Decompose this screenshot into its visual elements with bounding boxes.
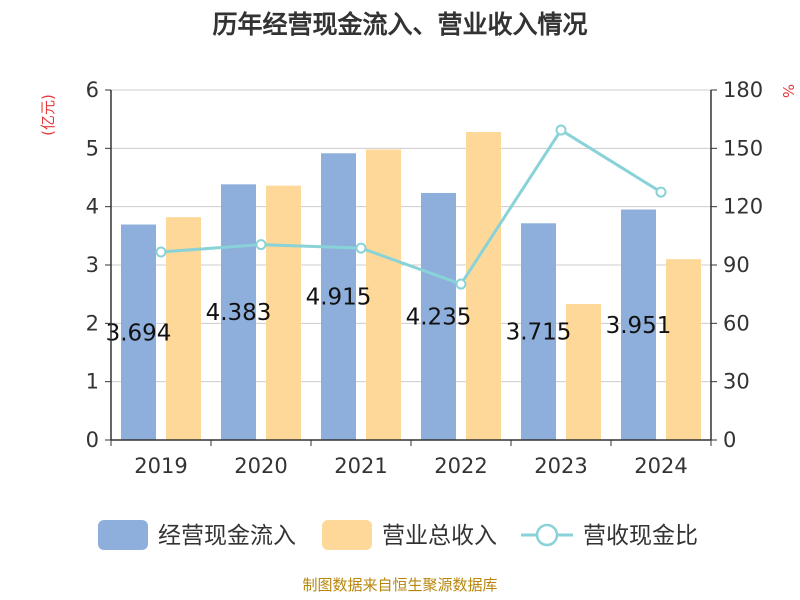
bar-revenue xyxy=(266,185,301,440)
y-right-tick-label: 120 xyxy=(723,195,763,219)
x-tick-label: 2024 xyxy=(634,454,687,478)
legend-label-ratio: 营收现金比 xyxy=(583,523,698,549)
ratio-point xyxy=(455,278,467,290)
legend-swatch-revenue xyxy=(322,520,372,550)
data-label-cash-inflow: 3.715 xyxy=(506,320,572,346)
data-label-cash-inflow: 4.915 xyxy=(306,285,372,311)
chart-title: 历年经营现金流入、营业收入情况 xyxy=(212,10,587,39)
ratio-point xyxy=(655,186,667,198)
bar-revenue xyxy=(366,149,401,440)
x-tick-label: 2022 xyxy=(434,454,487,478)
y-left-tick-label: 2 xyxy=(86,311,99,335)
ratio-point xyxy=(255,239,267,251)
y-left-tick-label: 4 xyxy=(86,195,99,219)
legend-swatch-cash-inflow xyxy=(98,520,148,550)
legend-item-ratio[interactable]: 营收现金比 xyxy=(521,523,698,549)
data-labels: 3.694 4.383 4.915 4.235 3.715 3.951 xyxy=(106,285,672,347)
bar-revenue xyxy=(166,217,201,440)
y-left-unit-label: (亿元) xyxy=(39,94,57,136)
bar-revenue xyxy=(566,304,601,440)
y-left-tick-label: 6 xyxy=(86,78,99,102)
y-left-tick-label: 5 xyxy=(86,136,99,160)
x-tick-label: 2020 xyxy=(234,454,287,478)
ratio-line-path xyxy=(160,128,662,286)
ratio-line xyxy=(155,124,667,290)
ratio-point xyxy=(555,124,567,136)
y-right-tick-label: 150 xyxy=(723,136,763,160)
data-label-cash-inflow: 4.235 xyxy=(406,304,472,330)
bar-revenue xyxy=(666,259,701,440)
bar-cash-inflow xyxy=(621,209,656,440)
legend-label-revenue: 营业总收入 xyxy=(382,523,497,549)
y-right-tick-label: 180 xyxy=(723,78,763,102)
data-label-cash-inflow: 3.951 xyxy=(606,313,672,339)
x-tick-label: 2021 xyxy=(334,454,387,478)
y-right-tick-label: 30 xyxy=(723,370,750,394)
legend-item-cash-inflow[interactable]: 经营现金流入 xyxy=(98,520,296,550)
y-right-tick-label: 60 xyxy=(723,311,750,335)
ratio-point xyxy=(355,242,367,254)
bars xyxy=(121,132,701,440)
y-right-unit-label: % xyxy=(779,84,797,98)
bar-cash-inflow xyxy=(221,184,256,440)
legend-label-cash-inflow: 经营现金流入 xyxy=(158,523,296,549)
legend: 经营现金流入 营业总收入 营收现金比 xyxy=(98,520,698,550)
y-right-tick-label: 0 xyxy=(723,428,736,452)
x-tick-label: 2019 xyxy=(134,454,187,478)
bar-cash-inflow xyxy=(521,223,556,440)
bar-revenue xyxy=(466,132,501,440)
source-note: 制图数据来自恒生聚源数据库 xyxy=(302,576,497,594)
bar-cash-inflow xyxy=(121,224,156,440)
y-left-tick-label: 3 xyxy=(86,253,99,277)
data-label-cash-inflow: 3.694 xyxy=(106,320,172,346)
x-tick-label: 2023 xyxy=(534,454,587,478)
data-label-cash-inflow: 4.383 xyxy=(206,300,272,326)
ratio-point xyxy=(155,246,167,258)
y-left-tick-label: 0 xyxy=(86,428,99,452)
bar-cash-inflow xyxy=(421,192,456,440)
legend-item-revenue[interactable]: 营业总收入 xyxy=(322,520,497,550)
legend-marker-ratio xyxy=(535,523,559,547)
y-left-tick-label: 1 xyxy=(86,370,99,394)
y-right-tick-label: 90 xyxy=(723,253,750,277)
bar-cash-inflow xyxy=(321,153,356,440)
